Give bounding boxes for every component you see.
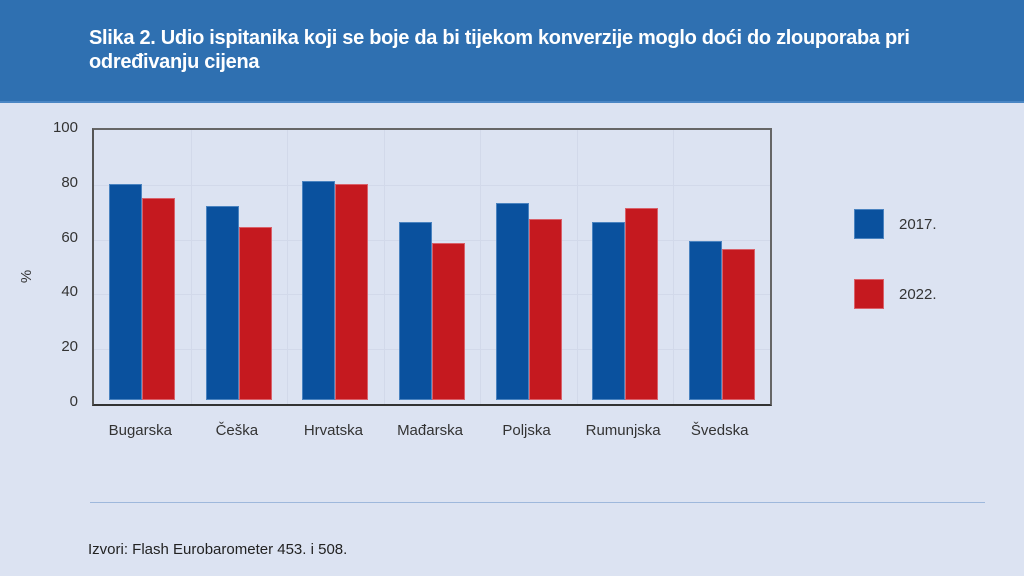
header-banner: Slika 2. Udio ispitanika koji se boje da… — [0, 0, 1024, 103]
bar-2022-mađarska — [432, 243, 465, 400]
vertical-gridline — [673, 130, 675, 404]
bar-2017-mađarska — [399, 221, 432, 400]
legend-swatch — [854, 209, 884, 239]
gridline — [94, 239, 770, 241]
bar-2022-poljska — [528, 219, 562, 400]
legend-label: 2017. — [899, 215, 937, 233]
x-tick-label: Poljska — [502, 422, 551, 439]
x-tick-label: Bugarska — [108, 422, 172, 439]
source-note: Izvori: Flash Eurobarometer 453. i 508. — [88, 541, 348, 558]
x-tick-label: Hrvatska — [303, 422, 364, 439]
y-tick-label: 40 — [61, 283, 78, 301]
y-tick-label: 60 — [61, 228, 78, 246]
bar-2017-češka — [205, 205, 239, 400]
y-tick-label: 80 — [61, 173, 78, 191]
x-tick-label: Rumunjska — [585, 422, 661, 439]
y-tick-label: 20 — [61, 338, 78, 356]
y-tick-label: 0 — [69, 393, 78, 410]
bar-2017-švedska — [688, 240, 722, 400]
bar-2017-hrvatska — [302, 181, 336, 400]
bar-2017-bugarska — [109, 184, 143, 400]
x-tick-label: Švedska — [690, 422, 749, 439]
legend-item: 2022. — [854, 279, 937, 309]
x-tick-label: Mađarska — [397, 422, 463, 439]
bar-2022-češka — [238, 227, 272, 400]
gridline — [94, 184, 770, 186]
vertical-gridline — [190, 130, 192, 404]
y-tick-label: 100 — [52, 119, 78, 136]
vertical-gridline — [480, 130, 482, 404]
legend-item: 2017. — [854, 209, 937, 239]
vertical-gridline — [287, 130, 289, 404]
bar-2017-rumunjska — [592, 221, 626, 400]
bar-2022-rumunjska — [625, 208, 659, 400]
plot-area — [92, 128, 772, 406]
bar-2017-poljska — [495, 202, 529, 400]
divider — [90, 502, 985, 503]
legend-swatch — [854, 279, 884, 309]
bar-2022-bugarska — [142, 197, 176, 400]
x-tick-label: Češka — [215, 422, 259, 439]
legend-label: 2022. — [899, 285, 937, 303]
bar-2022-švedska — [721, 248, 755, 400]
y-axis-label: % — [18, 269, 36, 284]
bar-2022-hrvatska — [335, 184, 369, 400]
vertical-gridline — [576, 130, 578, 404]
chart-title: Slika 2. Udio ispitanika koji se boje da… — [89, 27, 910, 73]
vertical-gridline — [383, 130, 385, 404]
